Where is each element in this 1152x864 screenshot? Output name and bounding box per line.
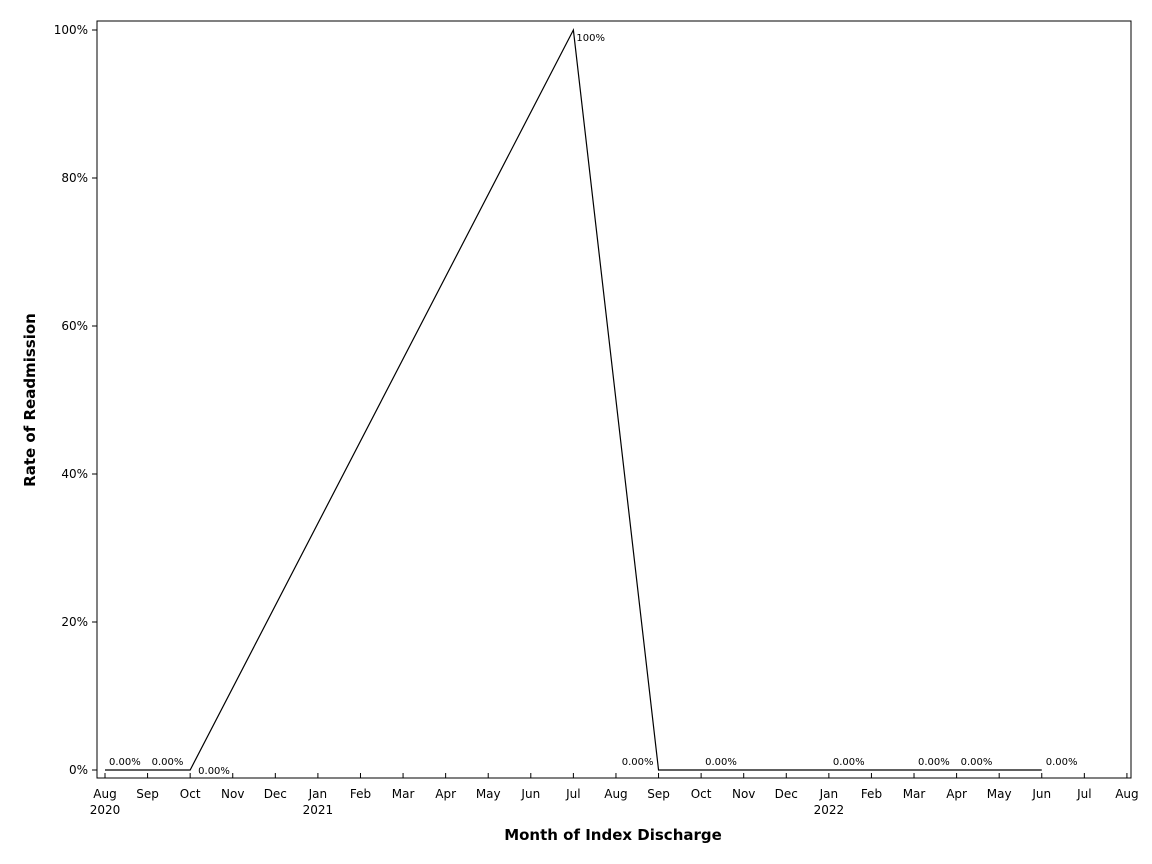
x-tick-label-month: Jan — [819, 787, 839, 801]
x-tick-label-year: 2022 — [814, 803, 845, 817]
data-label: 0.00% — [152, 757, 184, 768]
series-layer — [105, 27, 1042, 771]
x-tick-label-month: Aug — [1115, 787, 1138, 801]
y-tick-label: 60% — [61, 319, 88, 333]
data-label: 0.00% — [705, 757, 737, 768]
x-tick-label-month: Aug — [93, 787, 116, 801]
x-tick-label-month: Jun — [520, 787, 540, 801]
data-labels: 0.00% 0.00% 0.00% 100% 0.00% 0.00% 0.00% 0.00% 0… — [109, 33, 1078, 777]
x-tick-label-month: Feb — [350, 787, 371, 801]
x-tick-label-month: Nov — [732, 787, 755, 801]
data-label: 100% — [576, 33, 605, 44]
x-tick-label-month: Sep — [136, 787, 159, 801]
x-tick-label-month: Apr — [946, 787, 967, 801]
x-tick-label-month: Jul — [565, 787, 580, 801]
x-tick-label-year: 2021 — [303, 803, 334, 817]
x-tick-label-month: Jul — [1076, 787, 1091, 801]
y-tick-label: 20% — [61, 615, 88, 629]
x-tick-label-month: Nov — [221, 787, 244, 801]
x-tick-label-month: Sep — [647, 787, 670, 801]
series-line — [105, 27, 1042, 771]
y-axis: 0% 20% 40% 60% 80% 100% — [54, 23, 97, 777]
x-tick-label-month: Dec — [775, 787, 798, 801]
y-tick-label: 80% — [61, 171, 88, 185]
data-label: 0.00% — [198, 766, 230, 777]
x-tick-label-month: Jan — [308, 787, 328, 801]
x-axis: Aug 2020 Sep Oct Nov Dec Jan 2021 Feb Mar Apr May Ju… — [90, 773, 1139, 817]
data-label: 0.00% — [109, 757, 141, 768]
plot-frame — [96, 20, 1132, 779]
x-tick-label-year: 2020 — [90, 803, 121, 817]
y-axis-title: Rate of Readmission — [21, 313, 39, 487]
data-label: 0.00% — [961, 757, 993, 768]
data-label: 0.00% — [918, 757, 950, 768]
y-tick-label: 0% — [69, 763, 88, 777]
x-tick-label-month: Oct — [180, 787, 201, 801]
x-tick-label-month: Mar — [392, 787, 415, 801]
x-tick-label-month: Aug — [604, 787, 627, 801]
data-label: 0.00% — [833, 757, 865, 768]
x-tick-label-month: Dec — [264, 787, 287, 801]
data-label: 0.00% — [622, 757, 654, 768]
x-tick-label-month: May — [476, 787, 501, 801]
x-tick-label-month: Jun — [1031, 787, 1051, 801]
x-tick-label-month: May — [987, 787, 1012, 801]
x-axis-title: Month of Index Discharge — [504, 826, 722, 844]
data-label: 0.00% — [1046, 757, 1078, 768]
x-tick-label-month: Feb — [861, 787, 882, 801]
x-tick-label-month: Oct — [691, 787, 712, 801]
x-tick-label-month: Mar — [903, 787, 926, 801]
y-tick-label: 40% — [61, 467, 88, 481]
x-tick-label-month: Apr — [435, 787, 456, 801]
y-tick-label: 100% — [54, 23, 88, 37]
